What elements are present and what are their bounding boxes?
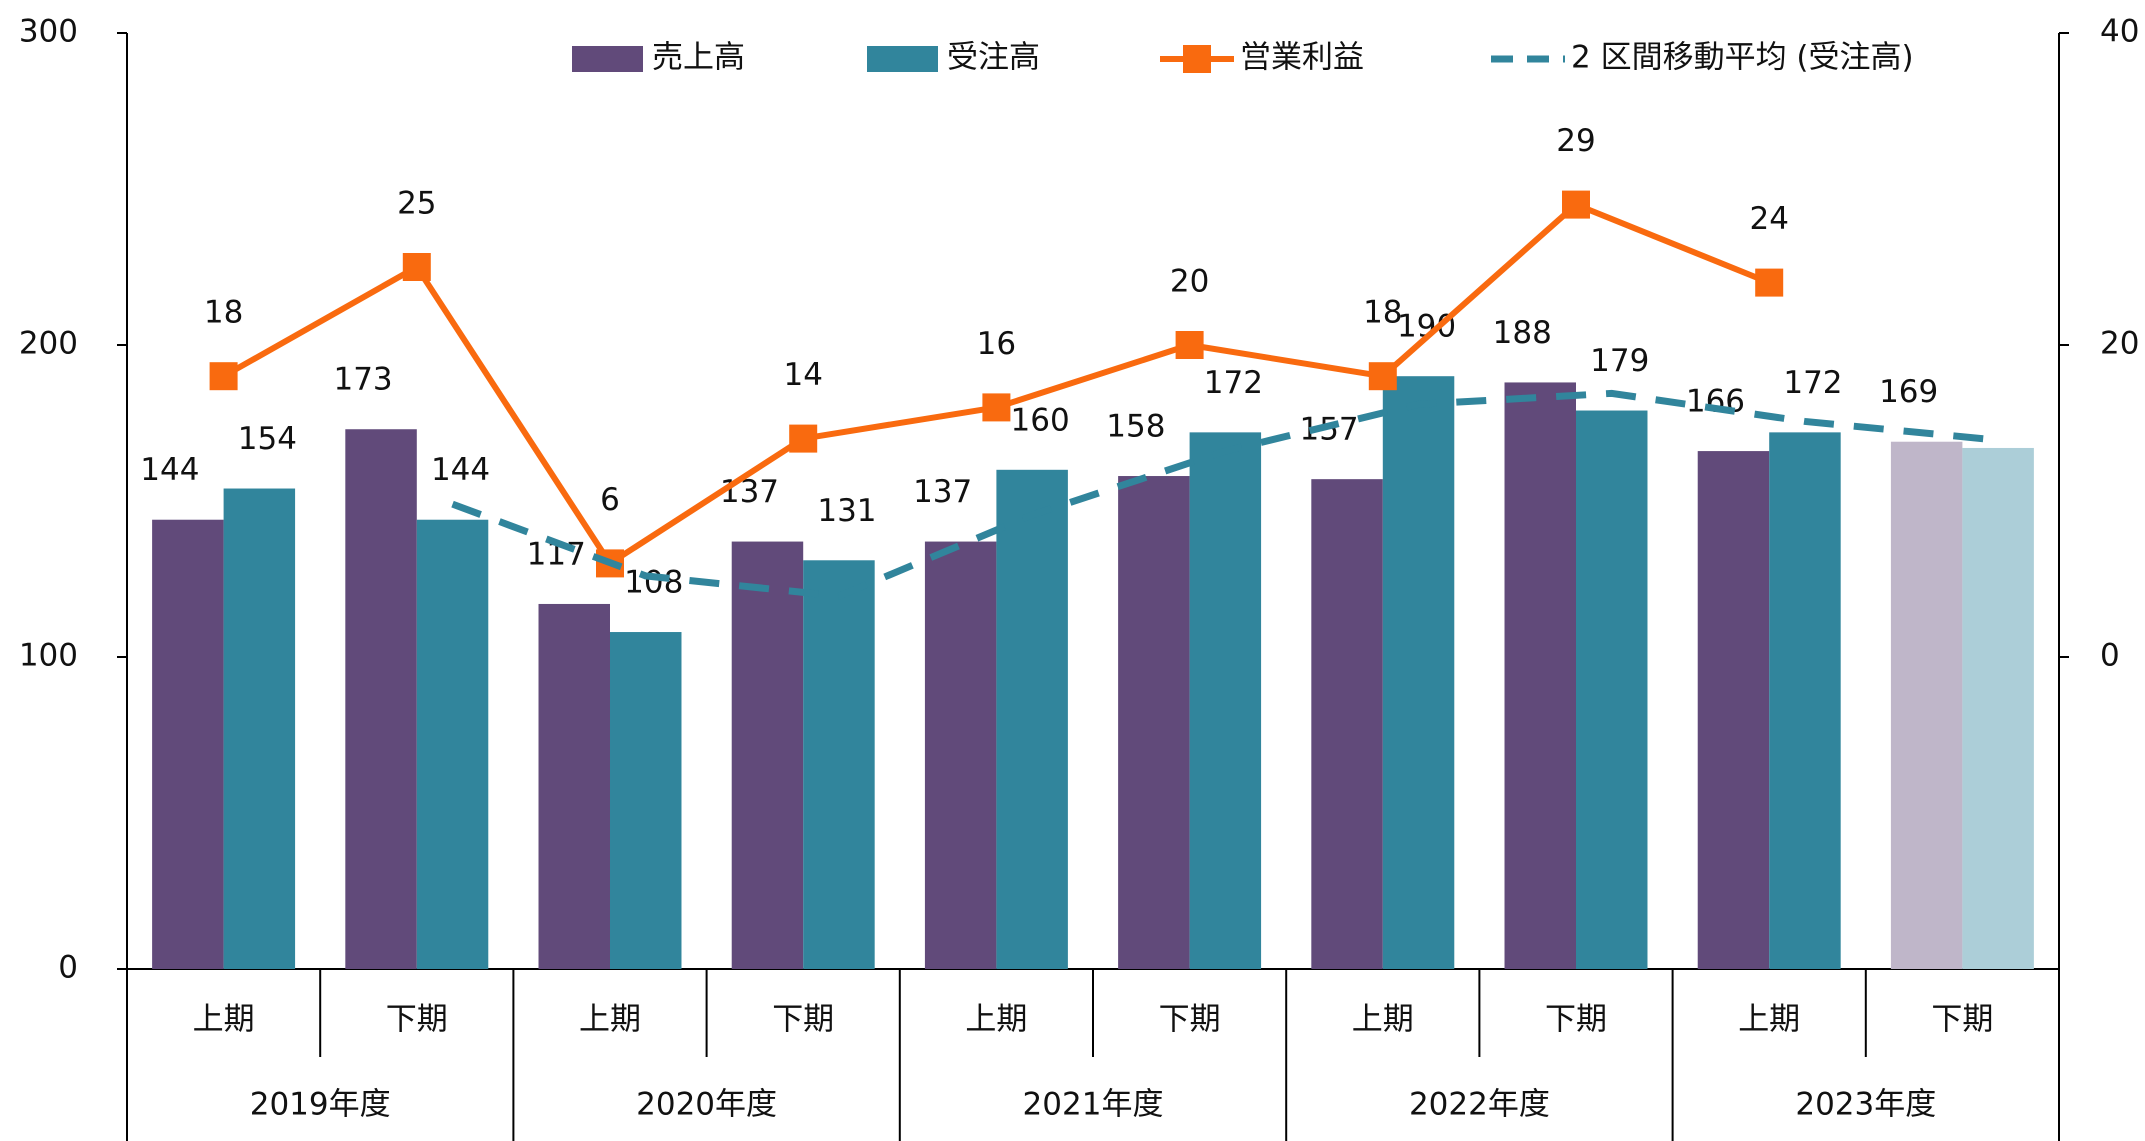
data-label: 24 [1749,201,1788,237]
bar [1697,451,1770,970]
data-label: 29 [1556,123,1595,159]
legend-label: 2 区間移動平均 (受注高) [1571,40,1914,76]
group-label: 2020年度 [636,1087,777,1123]
bar [1118,476,1190,969]
legend-swatch [867,46,938,72]
data-label: 179 [1590,343,1649,379]
bar [1382,376,1455,969]
bar [996,469,1068,969]
y-tick-label: 100 [19,638,78,674]
legend-swatch [572,46,643,72]
data-label: 172 [1783,365,1842,401]
data-label: 158 [1106,409,1165,445]
bar [731,541,804,969]
marker [1368,362,1397,391]
x-tick-label: 上期 [579,1002,641,1038]
marker [209,362,238,391]
y-tick-label: 0 [58,950,78,986]
marker [1175,331,1204,359]
data-label: 14 [783,357,822,393]
data-label: 166 [1686,384,1745,420]
y2-tick-label: 0 [2100,638,2120,674]
legend-label: 受注高 [947,40,1040,76]
data-label: 16 [977,326,1016,362]
group-label: 2021年度 [1023,1087,1164,1123]
data-label: 108 [624,565,683,601]
x-tick-label: 下期 [772,1002,834,1038]
marker [1755,268,1784,297]
moving-average-line [451,389,1999,600]
marker [982,393,1011,422]
data-label: 154 [238,421,297,457]
x-tick-label: 下期 [386,1002,448,1038]
data-label: 144 [140,452,199,488]
x-tick-label: 下期 [1159,1002,1221,1038]
bar [1962,447,2034,970]
bar [538,603,610,969]
data-label: 18 [204,295,243,331]
legend-label: 売上高 [652,40,745,76]
data-label: 18 [1363,295,1402,331]
data-label: 144 [431,452,490,488]
y-tick-label: 200 [19,326,78,362]
bar [1311,479,1383,969]
bar [223,488,296,969]
group-label: 2019年度 [250,1087,391,1123]
bar [1890,441,1963,970]
x-tick-label: 上期 [1738,1002,1800,1038]
bar [416,519,489,969]
data-label: 173 [333,362,392,398]
data-label: 169 [1879,374,1938,410]
y2-tick-label: 20 [2100,326,2139,362]
data-label: 25 [397,186,436,222]
bar [803,560,875,969]
y-tick-label: 300 [19,14,78,50]
data-label: 137 [913,474,972,510]
bar [610,632,682,969]
data-label: 137 [720,474,779,510]
legend-label: 営業利益 [1240,40,1364,76]
x-tick-label: 下期 [1545,1002,1607,1038]
marker [1562,190,1590,219]
legend-marker [1183,45,1211,73]
bar [1189,432,1262,969]
x-tick-label: 下期 [1931,1002,1993,1038]
group-label: 2023年度 [1795,1087,1936,1123]
y2-tick-label: 40 [2100,14,2139,50]
x-tick-label: 上期 [965,1002,1027,1038]
data-label: 157 [1299,412,1358,448]
marker [789,424,818,453]
bar [924,541,997,969]
group-label: 2022年度 [1409,1087,1550,1123]
data-label: 6 [600,482,620,518]
bar [1576,410,1648,969]
bar [1769,432,1841,969]
x-tick-label: 上期 [1352,1002,1414,1038]
data-label: 131 [817,493,876,529]
data-label: 172 [1204,365,1263,401]
data-label: 160 [1011,402,1070,438]
marker [402,253,431,281]
bar [1504,382,1576,969]
bar [345,429,417,969]
data-label: 188 [1493,315,1552,351]
bar [152,519,224,969]
data-label: 20 [1170,264,1209,300]
x-tick-label: 上期 [193,1002,255,1038]
